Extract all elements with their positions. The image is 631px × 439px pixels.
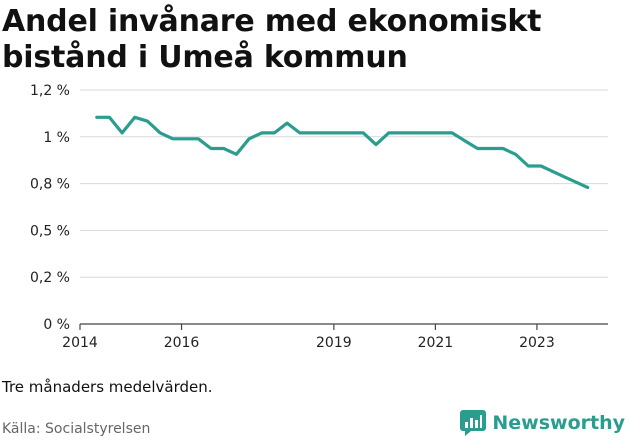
newsworthy-logo-icon [460, 410, 487, 436]
y-tick-label: 1 % [43, 130, 70, 146]
source-credit: Källa: Socialstyrelsen [2, 421, 151, 437]
chart-note: Tre månaders medelvärden. [2, 378, 213, 396]
x-tick-label: 2014 [62, 335, 98, 351]
series-layer [95, 115, 590, 190]
x-tick-label: 2016 [164, 335, 200, 351]
brand-logo[interactable]: Newsworthy [460, 408, 625, 438]
y-tick-label: 0,2 % [30, 270, 70, 286]
axis-layer: 0 % 0,2 % 0,5 % 0,8 % 1 % 1,2 % 2014 2016 2019 20… [30, 83, 608, 351]
y-tick-label: 1,2 % [30, 83, 70, 99]
brand-name: Newsworthy [492, 412, 625, 434]
series-line [95, 115, 590, 190]
y-tick-label: 0,8 % [30, 177, 70, 193]
chart-svg: 0 % 0,2 % 0,5 % 0,8 % 1 % 1,2 % 2014 2016 2019 20… [30, 83, 608, 351]
y-tick-label: 0 % [43, 317, 70, 333]
line-chart: 0 % 0,2 % 0,5 % 0,8 % 1 % 1,2 % 2014 2016 2019 20… [0, 76, 631, 366]
y-tick-label: 0,5 % [30, 223, 70, 239]
chart-title: Andel invånare med ekonomiskt bistånd i … [2, 4, 542, 75]
x-tick-label: 2021 [418, 335, 454, 351]
grid-layer [80, 89, 608, 278]
x-tick-label: 2019 [316, 335, 352, 351]
x-tick-label: 2023 [519, 335, 555, 351]
